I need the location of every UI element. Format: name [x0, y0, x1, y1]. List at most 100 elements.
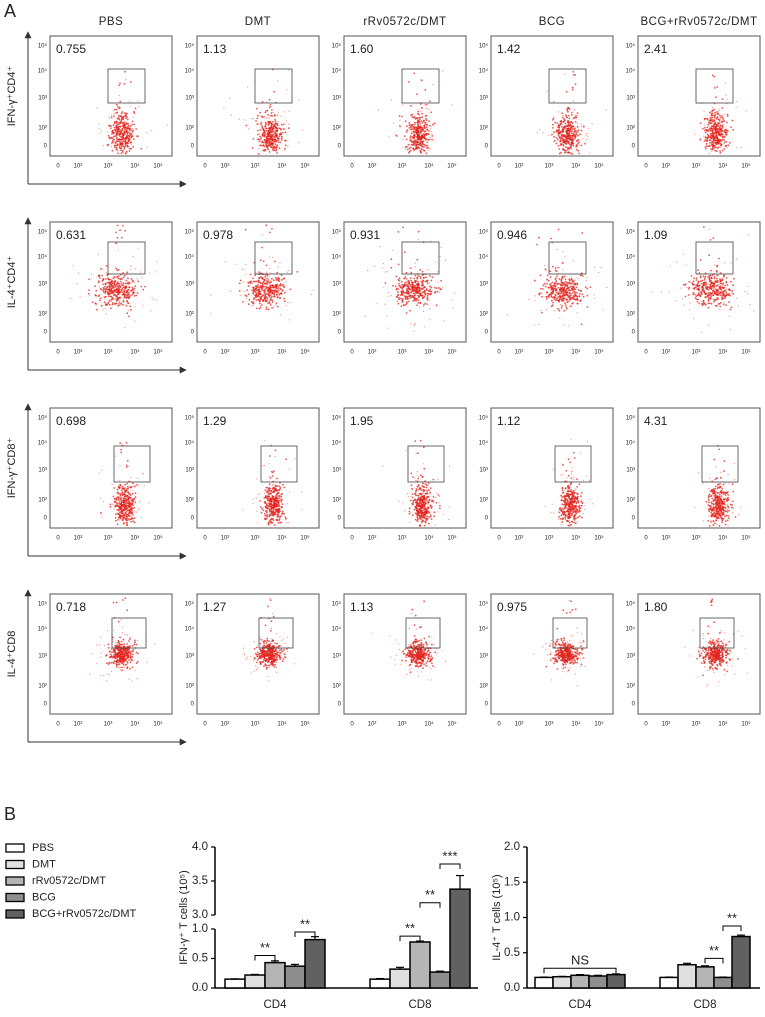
event-dot — [413, 277, 416, 280]
event-dot — [113, 283, 116, 286]
event-dot — [709, 287, 712, 290]
event-dot — [269, 492, 272, 495]
event-dot — [409, 309, 411, 312]
event-dot — [118, 502, 120, 505]
event-dot — [420, 110, 422, 112]
event-dot — [271, 109, 273, 111]
event-dot — [576, 144, 579, 147]
event-dot — [390, 99, 392, 101]
event-dot — [271, 123, 273, 126]
event-dot — [415, 507, 418, 510]
event-dot — [715, 143, 718, 146]
event-dot — [571, 153, 574, 155]
event-dot — [422, 133, 425, 135]
event-dot — [121, 485, 124, 488]
event-dot — [125, 150, 128, 153]
event-dot — [557, 307, 559, 310]
event-dot — [262, 285, 264, 288]
event-dot — [557, 124, 560, 127]
event-dot — [258, 291, 261, 293]
y-tick-label: 10² — [185, 312, 194, 318]
event-dot — [250, 280, 253, 283]
event-dot — [112, 495, 115, 498]
event-dot — [408, 287, 410, 290]
event-dot — [706, 126, 709, 129]
event-dot — [264, 290, 266, 292]
event-dot — [128, 291, 130, 294]
event-dot — [721, 125, 724, 128]
event-dot — [724, 128, 727, 131]
event-dot — [278, 147, 281, 150]
event-dot — [559, 143, 562, 146]
event-dot — [415, 292, 417, 294]
event-dot — [417, 130, 420, 132]
event-dot — [276, 144, 279, 147]
event-dot — [122, 272, 124, 274]
event-dot — [114, 505, 116, 508]
event-dot — [98, 294, 101, 297]
x-tick-label: 0 — [56, 536, 60, 542]
event-dot — [248, 298, 251, 301]
event-dot — [546, 282, 548, 285]
event-dot — [101, 129, 103, 131]
event-dot — [539, 129, 541, 131]
event-dot — [281, 135, 283, 138]
event-dot — [709, 279, 711, 282]
event-dot — [134, 285, 137, 288]
event-dot — [132, 482, 134, 485]
event-dot — [577, 142, 579, 145]
event-dot — [123, 145, 125, 147]
event-dot — [267, 294, 270, 297]
event-dot — [553, 131, 555, 134]
event-dot — [699, 140, 701, 142]
event-dot — [270, 284, 272, 286]
event-dot — [99, 132, 101, 134]
event-dot — [419, 510, 421, 512]
event-dot — [409, 277, 412, 279]
event-dot — [425, 519, 428, 522]
event-dot — [569, 285, 572, 288]
event-dot — [408, 512, 411, 515]
event-dot — [725, 133, 727, 136]
event-dot — [273, 487, 275, 489]
event-dot — [422, 499, 425, 501]
y-tick-label: 10² — [38, 312, 47, 318]
event-dot — [120, 503, 122, 506]
event-dot — [720, 121, 723, 123]
event-dot — [571, 134, 573, 137]
event-dot — [268, 98, 271, 101]
event-dot — [263, 440, 265, 442]
event-dot — [137, 280, 140, 283]
gate — [548, 68, 587, 104]
event-dot — [569, 134, 572, 137]
panel-label: B — [4, 804, 16, 824]
event-dot — [731, 292, 733, 294]
event-dot — [125, 129, 127, 132]
event-dot — [280, 493, 283, 496]
event-dot — [119, 121, 121, 123]
event-dot — [553, 282, 556, 285]
event-dot — [259, 135, 261, 138]
event-dot — [565, 115, 568, 118]
event-dot — [710, 151, 712, 153]
event-dot — [273, 488, 276, 491]
event-dot — [97, 280, 100, 283]
event-dot — [124, 138, 127, 141]
event-dot — [114, 141, 116, 143]
event-dot — [298, 99, 300, 101]
event-dot — [110, 136, 113, 139]
x-tick-label: 10³ — [104, 350, 113, 356]
event-dot — [725, 304, 728, 307]
event-dot — [271, 146, 273, 149]
event-dot — [568, 295, 571, 297]
event-dot — [718, 114, 721, 117]
event-dot — [267, 121, 270, 123]
event-dot — [606, 286, 608, 289]
x-tick-label: 10² — [515, 164, 524, 170]
event-dot — [415, 283, 418, 286]
event-dot — [116, 117, 119, 120]
event-dot — [254, 274, 256, 277]
event-dot — [117, 285, 120, 288]
event-dot — [437, 478, 439, 480]
